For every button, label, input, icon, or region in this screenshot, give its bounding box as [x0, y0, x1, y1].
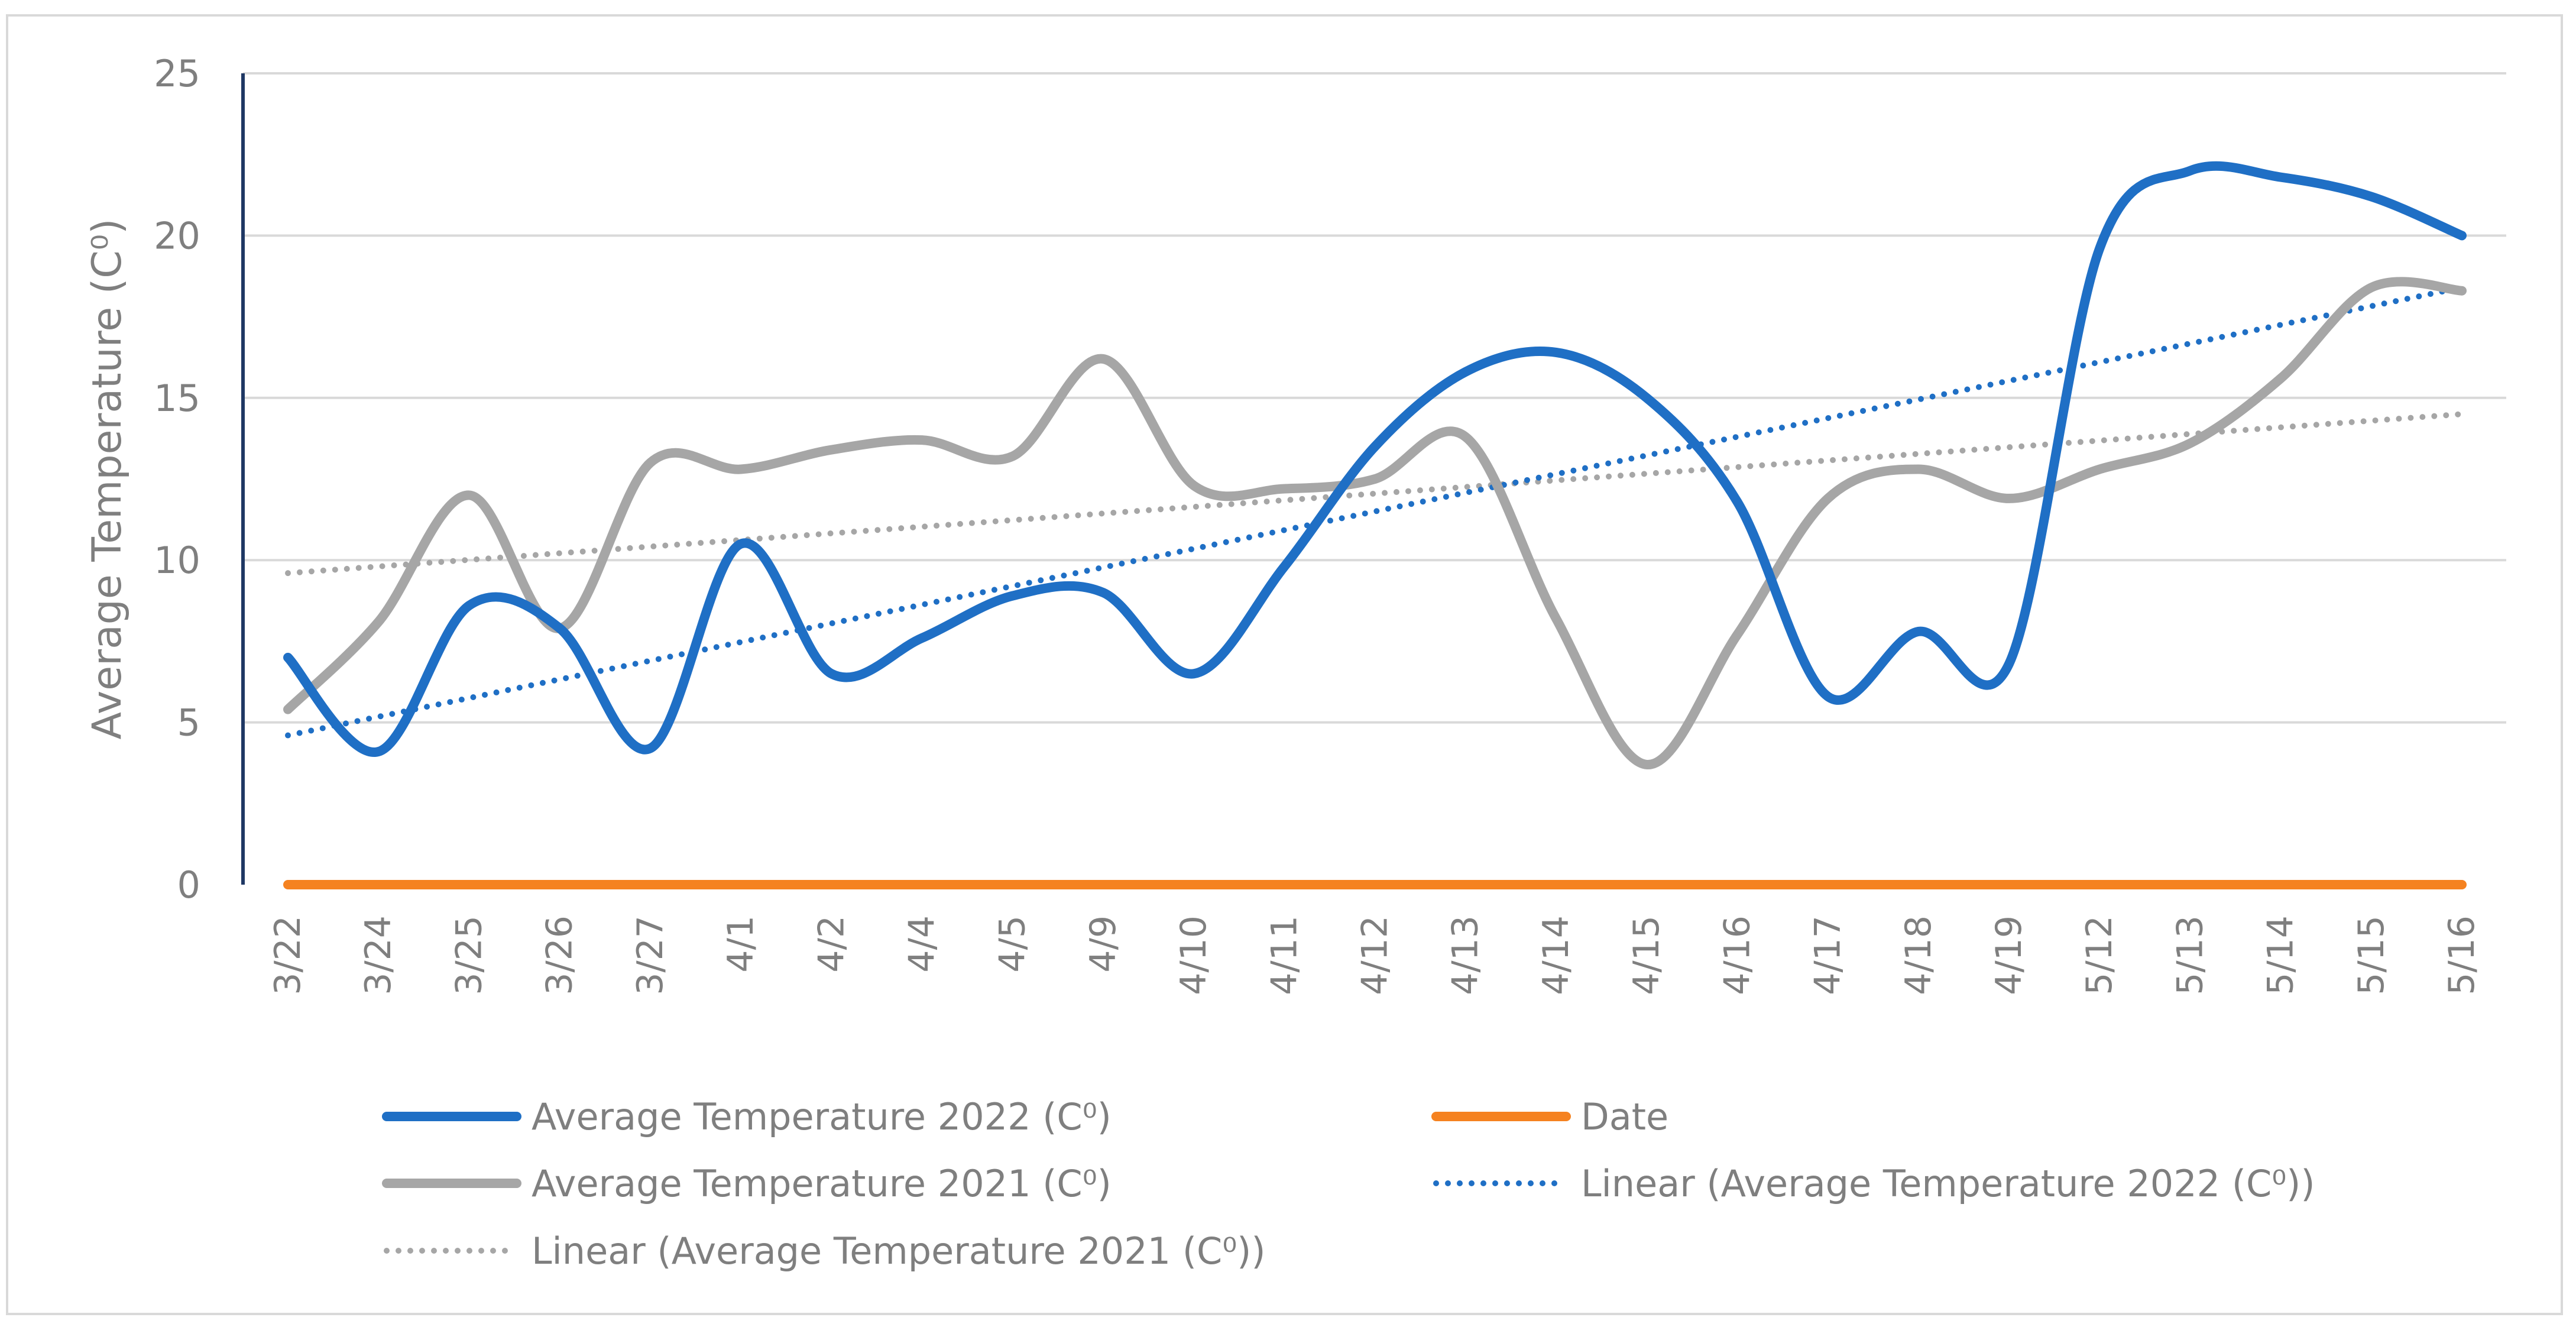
- x-tick-label: 4/14: [1535, 915, 1577, 995]
- x-tick-label: 4/16: [1716, 915, 1758, 995]
- x-tick-label: 4/9: [1083, 915, 1124, 973]
- legend-label: Linear (Average Temperature 2022 (C⁰)): [1581, 1162, 2315, 1205]
- line-chart: 0 5 10 15 20 25 Average Temperature (C⁰) 3/22…: [84, 52, 2506, 1273]
- legend-label: Average Temperature 2022 (C⁰): [532, 1095, 1112, 1138]
- x-tick-label: 4/5: [992, 915, 1033, 973]
- x-tick-label: 5/13: [2169, 915, 2211, 995]
- y-tick-label: 25: [154, 52, 200, 95]
- series-line-3: [285, 284, 2465, 739]
- y-tick-labels: 0 5 10 15 20 25: [154, 52, 200, 907]
- x-tick-label: 3/26: [539, 915, 581, 995]
- y-tick-label: 0: [177, 863, 200, 907]
- x-tick-label: 4/4: [901, 915, 942, 973]
- x-tick-label: 3/27: [630, 915, 671, 995]
- x-tick-label: 3/25: [448, 915, 490, 995]
- legend-label: Linear (Average Temperature 2021 (C⁰)): [532, 1229, 1266, 1273]
- y-tick-label: 20: [154, 214, 200, 257]
- x-tick-label: 4/17: [1807, 915, 1849, 995]
- x-tick-label: 5/16: [2441, 915, 2483, 995]
- x-tick-label: 4/1: [720, 915, 762, 973]
- x-tick-label: 3/24: [358, 915, 399, 995]
- x-tick-label: 4/18: [1898, 915, 1939, 995]
- series-line-0: [283, 161, 2467, 757]
- chart-frame: 0 5 10 15 20 25 Average Temperature (C⁰) 3/22…: [6, 14, 2563, 1315]
- y-tick-label: 10: [154, 539, 200, 582]
- x-tick-label: 3/22: [267, 915, 309, 995]
- series-layer: [283, 161, 2467, 889]
- y-axis-title: Average Temperature (C⁰): [84, 218, 131, 739]
- x-tick-label: 4/2: [811, 915, 852, 973]
- series-line-2: [283, 277, 2467, 769]
- x-tick-label: 4/15: [1626, 915, 1667, 995]
- x-tick-label: 4/12: [1355, 915, 1396, 995]
- legend-label: Date: [1581, 1095, 1668, 1138]
- x-tick-labels: 3/22 3/24 3/25 3/26 3/27 4/1 4/2 4/4 4/5 4/9 4/10 4…: [267, 915, 2483, 995]
- x-tick-label: 4/10: [1173, 915, 1214, 995]
- x-tick-label: 4/13: [1445, 915, 1486, 995]
- x-tick-label: 5/15: [2351, 915, 2392, 995]
- x-tick-label: 4/19: [1988, 915, 2030, 995]
- legend-label: Average Temperature 2021 (C⁰): [532, 1162, 1112, 1205]
- x-tick-label: 5/12: [2079, 915, 2120, 995]
- x-tick-label: 5/14: [2260, 915, 2302, 995]
- x-tick-label: 4/11: [1263, 915, 1305, 995]
- y-tick-label: 5: [177, 701, 200, 745]
- series-line-4: [285, 411, 2465, 577]
- y-tick-label: 15: [154, 377, 200, 420]
- legend: Average Temperature 2022 (C⁰) Date Average…: [382, 1095, 2315, 1273]
- gridlines: [243, 72, 2506, 724]
